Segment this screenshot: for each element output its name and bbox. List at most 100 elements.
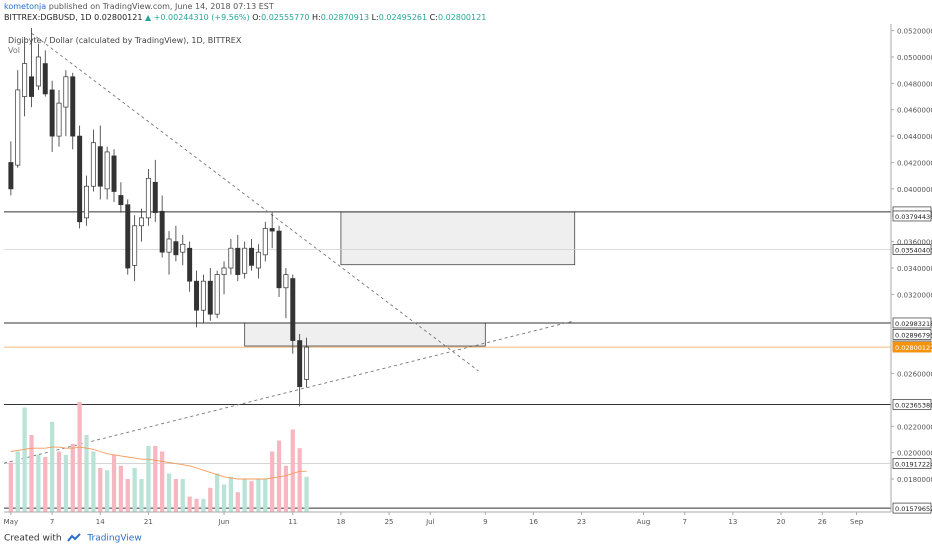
price-label-box (892, 210, 932, 222)
candle-body (84, 185, 89, 219)
price-chart[interactable]: 0.05200000 0.05000000 0.04800000 0.04600000… (0, 24, 932, 532)
volume-bar (187, 496, 192, 512)
volume-bar (166, 473, 172, 512)
candle-body (70, 76, 76, 137)
candle-body (283, 274, 289, 289)
price-label-text: 0.01579652 (895, 505, 932, 513)
price-label-text: 0.02800121 (895, 344, 932, 352)
candle-body (118, 195, 124, 206)
time-tick-label: 16 (529, 518, 538, 526)
candle-body (139, 217, 145, 227)
volume-bar (221, 484, 227, 512)
zone-box-0 (340, 211, 576, 266)
candle-body (22, 63, 28, 97)
volume-bar (15, 451, 20, 512)
time-tick-label: May (4, 518, 18, 526)
candle-body (297, 340, 303, 388)
candle-body (29, 76, 34, 97)
price-label-text: 0.02365386 (895, 401, 932, 409)
price-label-box (892, 329, 932, 340)
price-label-text: 0.02983218 (895, 320, 932, 328)
volume-bar (276, 440, 282, 512)
zones (244, 211, 576, 347)
price-axis[interactable]: 0.05200000 0.05000000 0.04800000 0.04600000… (891, 28, 932, 484)
tradingview-link[interactable]: TradingView (87, 533, 142, 544)
candle-body (166, 238, 172, 253)
volume-bar (111, 454, 117, 512)
time-axis[interactable]: May 7 14 21 Jun 11 18 25 Jul 9 16 23 Aug 7 13 20 26 Sep (4, 512, 864, 526)
volume-bar (118, 465, 124, 512)
candle-body (63, 76, 69, 108)
volume-ma (10, 446, 307, 480)
volume-bar (180, 479, 185, 512)
time-tick-label: Aug (637, 518, 651, 526)
last-price: 0.02800121 (94, 13, 143, 22)
volume-bar (63, 454, 69, 512)
volume-bar (50, 421, 55, 512)
time-tick-label: Sep (850, 518, 864, 526)
volume-bar (77, 402, 82, 512)
price-change: ▲ +0.00244310 (+9.56%) (145, 13, 250, 22)
price-tick-label: 0.02000000 (897, 450, 932, 458)
low-label: L: (371, 13, 379, 22)
candle-body (56, 102, 62, 137)
price-tick-label: 0.04400000 (897, 133, 932, 141)
price-tick-label: 0.03600000 (897, 239, 932, 247)
high-label: H: (311, 13, 321, 22)
candle-body (97, 146, 103, 187)
candle-body (249, 247, 255, 266)
trendline-1 (3, 320, 575, 464)
price-label-box (892, 502, 932, 514)
price-label-text: 0.03794436 (895, 213, 932, 221)
candle-body (90, 142, 96, 187)
time-tick-label: 14 (96, 518, 105, 526)
candle-body (77, 135, 83, 223)
time-tick-label: 26 (818, 518, 827, 526)
close-label: C: (429, 13, 438, 22)
candle-body (49, 89, 55, 137)
time-tick-label: 25 (385, 518, 394, 526)
time-tick-label: 21 (144, 518, 153, 526)
volume-bar (132, 468, 137, 512)
time-tick-label: 20 (777, 518, 786, 526)
volume-label: Vol (8, 46, 20, 55)
candle-body (290, 278, 296, 341)
levels (4, 211, 891, 509)
volume-bar (160, 451, 165, 512)
candle-body (262, 228, 268, 256)
plot-background (4, 24, 891, 512)
time-tick-label: 7 (50, 518, 54, 526)
candle-body (125, 204, 131, 269)
time-tick-label: 13 (728, 518, 737, 526)
price-tick-label: 0.05000000 (897, 54, 932, 62)
candle-body (276, 230, 282, 289)
volume-bar (153, 446, 158, 512)
price-label-box (892, 458, 932, 469)
candle-body (35, 56, 41, 87)
publish-text: published on TradingView.com, June 14, 2… (48, 2, 274, 11)
price-tick-label: 0.03200000 (897, 291, 932, 299)
candle-body (255, 251, 261, 269)
volume-bar (256, 479, 261, 512)
low-value: 0.02495261 (378, 13, 428, 22)
volume-bar (235, 492, 240, 512)
volume-bar (70, 443, 75, 512)
volume-bar (208, 487, 213, 512)
candle-body (132, 225, 138, 266)
candle-body (111, 155, 117, 192)
time-tick-label: 18 (336, 518, 345, 526)
volume-bar (242, 479, 247, 512)
time-tick-label: 23 (577, 518, 586, 526)
time-tick-label: 11 (288, 518, 297, 526)
candle-body (173, 241, 179, 256)
candle-body (104, 151, 110, 190)
volume-bar (91, 451, 96, 512)
time-tick-label: Jul (425, 518, 435, 526)
candle-body (207, 280, 213, 315)
author-link[interactable]: kometonja (4, 2, 47, 11)
price-labels: 0.038253580.037944360.035404030.02983218… (892, 206, 932, 514)
price-tick-label: 0.04800000 (897, 80, 932, 88)
volume-bar (194, 498, 199, 512)
volume-bar (290, 429, 295, 512)
open-value: 0.02555770 (261, 13, 310, 22)
